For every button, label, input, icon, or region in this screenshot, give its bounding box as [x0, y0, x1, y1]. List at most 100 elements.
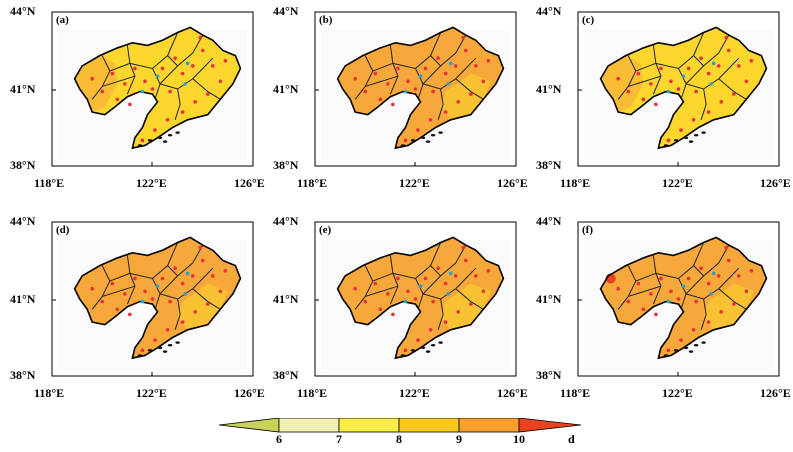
island: [147, 139, 153, 142]
lon-tick-label: 126°E: [760, 386, 791, 400]
county-boundary: [685, 55, 705, 85]
island: [693, 344, 699, 347]
lat-tick-label: 41°N: [536, 292, 562, 306]
station-marker-blue: [666, 299, 671, 304]
island: [167, 344, 173, 347]
station-marker-red: [481, 289, 486, 294]
lon-tick-label: 122°E: [399, 386, 430, 400]
county-boundary: [628, 75, 662, 87]
lat-tick-label: 38°N: [536, 368, 562, 382]
island: [683, 346, 689, 349]
lat-tick-label: 41°N: [10, 292, 36, 306]
station-marker-red: [676, 87, 681, 91]
county-boundary: [617, 265, 637, 310]
station-marker-red: [431, 89, 435, 94]
island: [162, 350, 168, 353]
station-marker-red: [436, 266, 440, 270]
station-marker-red: [636, 281, 641, 286]
station-marker-red: [666, 138, 671, 143]
province-border: [73, 236, 242, 360]
station-marker-red: [165, 328, 170, 332]
island: [673, 139, 679, 142]
island: [175, 131, 180, 134]
county-boundary: [628, 285, 662, 297]
station-marker-red: [749, 268, 754, 273]
station-marker-red: [474, 274, 478, 278]
station-marker-red: [373, 281, 378, 286]
station-marker-red: [669, 79, 673, 84]
station-marker-red: [416, 128, 420, 132]
station-marker-red: [386, 82, 390, 86]
county-boundary: [365, 75, 399, 87]
lon-tick-label: 126°E: [497, 176, 528, 190]
county-boundary: [678, 278, 687, 310]
station-marker-red: [416, 338, 420, 342]
station-marker-red: [731, 302, 736, 306]
province-fill: [600, 27, 767, 149]
station-marker-red: [150, 87, 155, 91]
station-marker-red: [406, 289, 410, 294]
county-boundary: [700, 298, 707, 330]
station-marker-red: [659, 66, 663, 71]
county-boundary: [174, 298, 181, 330]
station-marker-red: [140, 348, 145, 353]
station-marker-blue: [403, 299, 408, 304]
map-panel-a: (a) 44°N 41°N 38°N 118°E 122°E 126°E: [0, 0, 265, 200]
station-marker-red: [453, 274, 458, 278]
island: [137, 354, 143, 357]
station-marker-red: [659, 276, 663, 281]
panel-label: (a): [56, 14, 69, 26]
station-marker-red: [403, 138, 408, 143]
province-border: [336, 236, 505, 360]
county-boundary: [365, 285, 399, 297]
station-marker-red: [123, 82, 127, 86]
station-marker-red: [691, 118, 696, 122]
station-marker-red: [223, 58, 228, 63]
county-boundary: [177, 34, 204, 67]
station-marker-red: [669, 289, 673, 294]
island: [162, 140, 168, 143]
island: [420, 346, 426, 349]
station-marker-red: [168, 89, 172, 94]
station-marker-red: [160, 66, 165, 71]
station-marker-red: [193, 100, 198, 104]
lon-tick-label: 126°E: [760, 176, 791, 190]
station-marker-blue: [185, 271, 190, 276]
station-marker-red: [211, 274, 215, 278]
station-marker-red: [641, 97, 646, 102]
map-svg: [314, 221, 517, 377]
county-boundary: [652, 45, 662, 95]
station-marker-red: [694, 89, 698, 94]
station-marker-red: [223, 268, 228, 273]
island: [410, 349, 416, 352]
station-marker-blue: [709, 82, 713, 86]
station-marker-red: [461, 245, 466, 250]
station-marker-red: [443, 110, 448, 114]
county-boundary: [159, 55, 179, 85]
station-marker-red: [198, 35, 203, 40]
province-border: [599, 26, 768, 150]
station-marker-blue: [448, 271, 453, 276]
lon-tick-label: 118°E: [560, 176, 591, 190]
station-marker-red: [686, 276, 691, 281]
station-marker-red: [391, 312, 395, 317]
station-marker-red: [173, 266, 177, 270]
lon-tick-label: 122°E: [662, 176, 693, 190]
station-marker-red: [373, 71, 378, 76]
island: [137, 144, 143, 147]
island: [420, 136, 426, 139]
station-marker-red: [190, 274, 195, 278]
colorbar-tick-8: 8: [396, 432, 402, 446]
station-marker-red: [679, 338, 683, 342]
station-marker-red: [363, 89, 368, 94]
station-marker-blue: [418, 284, 423, 288]
province-border: [336, 26, 505, 150]
county-boundary: [192, 288, 221, 310]
station-marker-red: [691, 328, 696, 332]
lat-tick-label: 44°N: [10, 4, 36, 18]
station-marker-red: [396, 66, 400, 71]
county-boundary: [109, 272, 131, 282]
county-boundary: [354, 55, 374, 100]
station-marker-red: [666, 348, 671, 353]
value-patch: [600, 55, 644, 113]
